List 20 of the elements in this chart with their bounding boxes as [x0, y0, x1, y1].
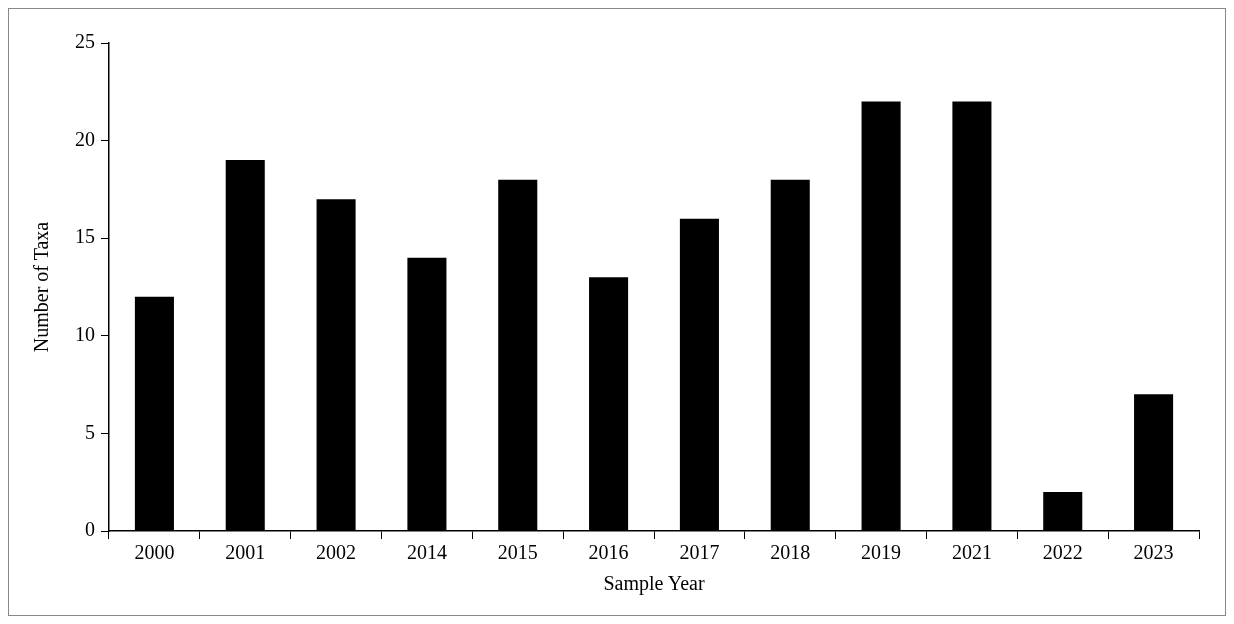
x-tick-label: 2014 — [406, 541, 447, 564]
x-tick-label: 2001 — [225, 541, 266, 564]
y-tick-label: 25 — [75, 30, 95, 53]
y-tick-label: 15 — [75, 225, 95, 248]
y-axis-title: Number of Taxa — [30, 221, 53, 353]
y-tick-label: 10 — [75, 323, 95, 346]
x-axis-title: Sample Year — [603, 572, 705, 596]
x-tick-label: 2018 — [770, 541, 811, 564]
x-tick-label: 2023 — [1133, 541, 1174, 564]
x-tick-label: 2021 — [951, 541, 992, 564]
x-tick-label: 2015 — [497, 541, 538, 564]
y-tick-label: 0 — [85, 518, 95, 541]
y-tick-label: 5 — [85, 420, 95, 443]
x-tick-label: 2019 — [861, 541, 902, 564]
x-tick-label: 2017 — [679, 541, 720, 564]
x-tick-label: 2022 — [1042, 541, 1083, 564]
x-tick-label: 2002 — [316, 541, 357, 564]
x-tick-label: 2016 — [588, 541, 629, 564]
x-tick-label: 2000 — [134, 541, 175, 564]
y-tick-label: 20 — [75, 127, 95, 150]
